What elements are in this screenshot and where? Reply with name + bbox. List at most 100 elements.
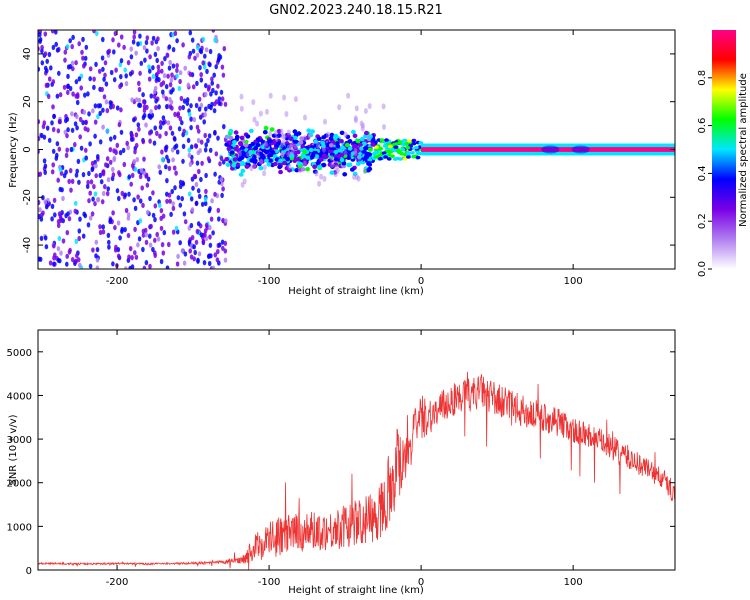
heatmap-cell [42, 120, 47, 126]
heatmap-cell [111, 210, 115, 216]
heatmap-cell [175, 63, 179, 69]
heatmap-cell [148, 68, 152, 74]
heatmap-cell [189, 103, 193, 109]
heatmap-cell [148, 138, 152, 144]
heatmap-cell [292, 129, 298, 134]
heatmap-cell [343, 149, 348, 156]
heatmap-cell [176, 112, 180, 118]
heatmap-cell [141, 202, 145, 208]
heatmap-cell [197, 96, 202, 102]
heatmap-cell [40, 44, 44, 51]
heatmap-cell [106, 232, 111, 238]
heatmap-cell [203, 147, 208, 153]
heatmap-cell [88, 76, 92, 82]
heatmap-cell [112, 148, 116, 154]
heatmap-cell [64, 152, 69, 158]
heatmap-cell [56, 128, 61, 134]
heatmap-cell [98, 139, 103, 145]
heatmap-cell [103, 60, 108, 66]
heatmap-cell [123, 227, 127, 233]
heatmap-cell [217, 242, 222, 248]
heatmap-cell [203, 112, 207, 118]
heatmap-cell [298, 140, 304, 145]
heatmap-cell [118, 62, 123, 68]
heatmap-cell [133, 149, 137, 155]
heatmap-cell [38, 32, 42, 38]
heatmap-cell [287, 151, 292, 157]
heatmap-cell [321, 135, 327, 140]
heatmap-cell [78, 262, 82, 268]
heatmap-cell [171, 63, 176, 69]
heatmap-cell [229, 150, 235, 155]
heatmap-cell [51, 44, 56, 51]
heatmap-cell [340, 145, 346, 150]
heatmap-y-tick-label: 40 [22, 48, 33, 61]
heatmap-cell [132, 117, 136, 123]
heatmap-cell [75, 125, 79, 131]
heatmap-cell [378, 156, 383, 161]
heatmap-cell [71, 34, 75, 41]
heatmap-cell [203, 228, 208, 234]
heatmap-cell [102, 76, 106, 82]
heatmap-cell [253, 145, 259, 151]
heatmap-cell [337, 148, 343, 153]
heatmap-cell [76, 257, 81, 263]
heatmap-cell [39, 235, 44, 241]
heatmap-cell [366, 161, 372, 166]
heatmap-cell [314, 154, 320, 159]
heatmap-cell [164, 130, 168, 137]
heatmap-cell [173, 185, 177, 191]
heatmap-cell [165, 104, 169, 110]
heatmap-cell [194, 102, 199, 109]
heatmap-cell [203, 196, 208, 202]
heatmap-cell [109, 136, 113, 142]
heatmap-cell [92, 84, 96, 90]
heatmap-cell [127, 191, 131, 197]
heatmap-cell [76, 158, 81, 164]
heatmap-cell [188, 71, 193, 77]
heatmap-cell [252, 163, 256, 170]
heatmap-cell [90, 166, 95, 173]
heatmap-cell [381, 151, 387, 155]
heatmap-cell [210, 80, 214, 86]
heatmap-cell [213, 101, 217, 107]
heatmap-cell [54, 41, 58, 47]
heatmap-cell [92, 76, 96, 82]
snr-x-axis-label: Height of straight line (km) [288, 585, 424, 596]
heatmap-cell [151, 246, 155, 253]
heatmap-cell [168, 82, 173, 88]
heatmap-cell [167, 241, 171, 248]
heatmap-cell [58, 186, 63, 192]
heatmap-cell [178, 116, 183, 122]
heatmap-cell [270, 150, 276, 155]
heatmap-cell [178, 105, 182, 111]
heatmap-cell [43, 235, 48, 241]
heatmap-cell [183, 219, 188, 225]
heatmap-cell [181, 143, 186, 149]
heatmap-cell [55, 47, 60, 53]
heatmap-cell [268, 139, 273, 144]
heatmap-cell [364, 154, 370, 159]
heatmap-cell [138, 198, 143, 204]
heatmap-cell [111, 37, 115, 43]
heatmap-cell [224, 157, 230, 162]
heatmap-cell [326, 131, 330, 138]
heatmap-cell [193, 143, 198, 149]
heatmap-cell [161, 93, 166, 99]
heatmap-cell [105, 108, 110, 114]
heatmap-cell [245, 134, 251, 139]
heatmap-cell [78, 216, 82, 222]
heatmap-cell [56, 246, 61, 252]
heatmap-cell [132, 30, 137, 35]
heatmap-cell [138, 70, 142, 76]
snr-y-tick-label: 4000 [7, 391, 32, 402]
heatmap-cell [64, 213, 68, 219]
heatmap-cell [191, 84, 196, 90]
heatmap-x-ticks: -200 -100 0 100 [106, 30, 583, 287]
heatmap-cell [217, 216, 221, 222]
heatmap-cell [358, 142, 363, 148]
heatmap-cell [359, 120, 364, 127]
heatmap-cell [187, 191, 192, 197]
heatmap-cell [209, 253, 213, 259]
heatmap-cell [262, 164, 267, 171]
